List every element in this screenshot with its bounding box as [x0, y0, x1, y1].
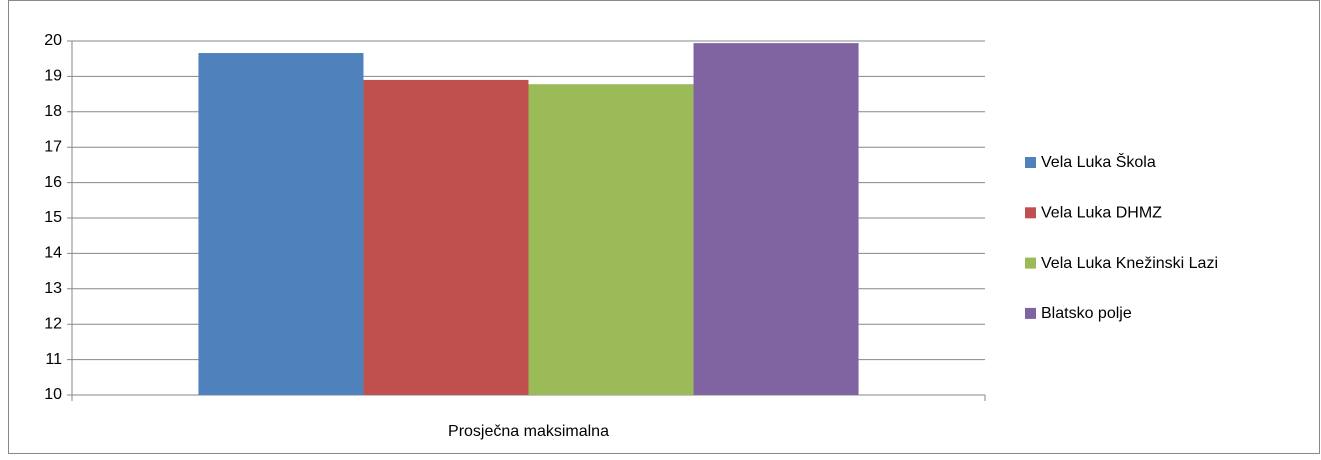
legend-label: Vela Luka Škola — [1041, 152, 1156, 171]
y-tick-label: 18 — [44, 103, 62, 120]
legend-swatch — [1025, 257, 1036, 269]
y-tick-label: 14 — [44, 245, 62, 262]
legend-swatch — [1025, 307, 1036, 319]
bar — [528, 84, 694, 396]
legend-label: Blatsko polje — [1041, 305, 1132, 322]
bar — [363, 79, 529, 395]
y-tick-label: 12 — [44, 315, 62, 332]
y-tick-label: 16 — [44, 174, 62, 191]
bar — [198, 53, 364, 395]
y-tick-label: 17 — [44, 138, 62, 155]
y-tick-label: 19 — [44, 68, 62, 85]
y-tick-label: 11 — [45, 351, 62, 368]
legend-label: Vela Luka Knežinski Lazi — [1041, 255, 1218, 272]
x-tick-label: Prosječna maksimalna — [448, 423, 609, 440]
legend-swatch — [1025, 157, 1036, 168]
y-tick-label: 15 — [44, 209, 62, 226]
y-tick-label: 13 — [44, 280, 62, 297]
legend-label: Vela Luka DHMZ — [1041, 205, 1162, 222]
y-tick-label: 20 — [44, 32, 62, 49]
y-tick-label: 10 — [44, 386, 62, 403]
bar — [693, 43, 859, 396]
legend-swatch — [1025, 207, 1036, 219]
